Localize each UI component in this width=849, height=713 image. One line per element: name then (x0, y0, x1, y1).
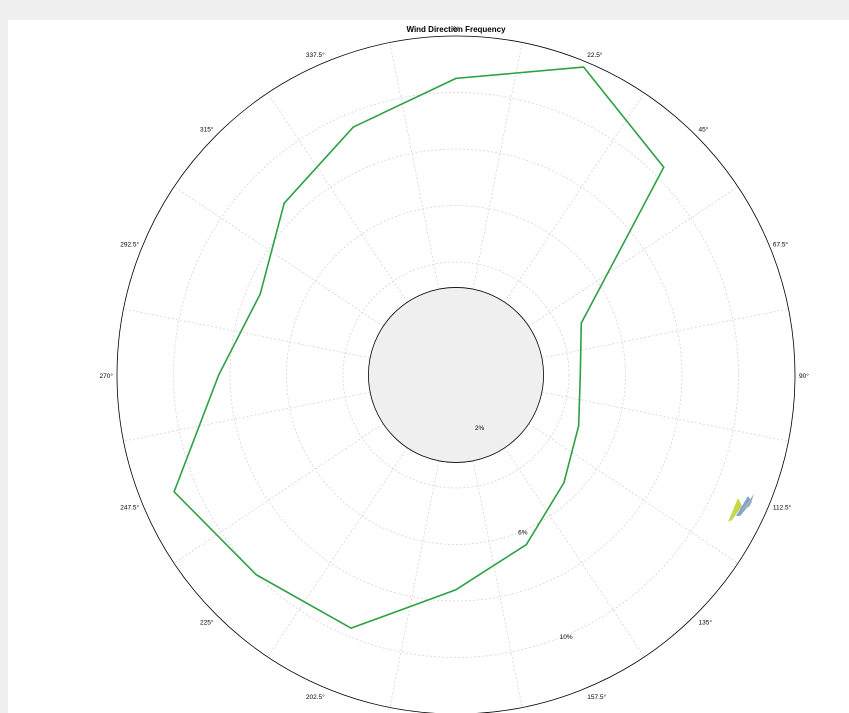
angle-label: 45° (699, 125, 709, 133)
inner-hole (368, 287, 544, 463)
angle-label: 112.5° (773, 503, 792, 511)
data-point (563, 482, 565, 484)
data-point (259, 293, 262, 295)
angle-label: 67.5° (773, 241, 789, 249)
angle-label: 247.5° (120, 503, 139, 511)
grid-spoke (123, 308, 371, 359)
grid-spoke (173, 186, 384, 327)
angle-label: 22.5° (587, 51, 603, 59)
grid-ring (342, 261, 570, 489)
grid-spoke (389, 460, 440, 708)
ring-label: 2% (475, 425, 485, 432)
data-point (217, 374, 220, 376)
grid-spoke (472, 460, 523, 708)
angle-label: 90° (799, 372, 809, 380)
ring-label: 6% (518, 530, 528, 537)
series-layer (173, 66, 665, 629)
label-layer: 0°22.5°45°67.5°90°112.5°135°157.5°180°20… (100, 25, 810, 701)
bird-logo-icon (728, 494, 754, 522)
data-point (283, 202, 286, 205)
outer-circle (116, 35, 796, 713)
angle-label: 157.5° (587, 693, 606, 701)
grid-ring (286, 205, 626, 545)
data-point (455, 588, 457, 591)
data-point (173, 490, 175, 493)
grid-spoke (123, 391, 371, 442)
angle-label: 315° (200, 125, 214, 133)
angle-label: 135° (699, 619, 713, 627)
grid-spoke (267, 447, 408, 658)
polar-grid (123, 42, 789, 708)
data-point (255, 573, 258, 576)
grid-spoke (389, 42, 440, 290)
grid-spoke (541, 391, 789, 442)
grid-ring (173, 92, 739, 658)
angle-label: 337.5° (306, 51, 325, 59)
data-point (582, 66, 585, 68)
grid-spoke (472, 42, 523, 290)
data-point (352, 126, 355, 128)
grid-ring (229, 148, 683, 602)
grid-spoke (528, 423, 739, 564)
data-point (455, 77, 457, 80)
grid-spoke (267, 92, 408, 303)
grid-spoke (504, 447, 645, 658)
angle-label: 270° (100, 372, 114, 380)
data-point (525, 543, 528, 546)
data-point (580, 322, 583, 324)
angle-label: 225° (200, 619, 214, 627)
ring-label: 10% (560, 634, 573, 641)
data-point (662, 166, 665, 169)
angle-label: 202.5° (306, 693, 325, 701)
grid-spoke (504, 92, 645, 303)
grid-spoke (528, 186, 739, 327)
grid-spoke (173, 423, 384, 564)
data-point (350, 627, 352, 629)
data-point (577, 425, 580, 427)
angle-label: 0° (453, 25, 460, 33)
grid-spoke (541, 308, 789, 359)
chart-title: Wind Direction Frequency (406, 25, 506, 34)
data-point (579, 374, 582, 376)
angle-label: 292.5° (120, 241, 139, 249)
